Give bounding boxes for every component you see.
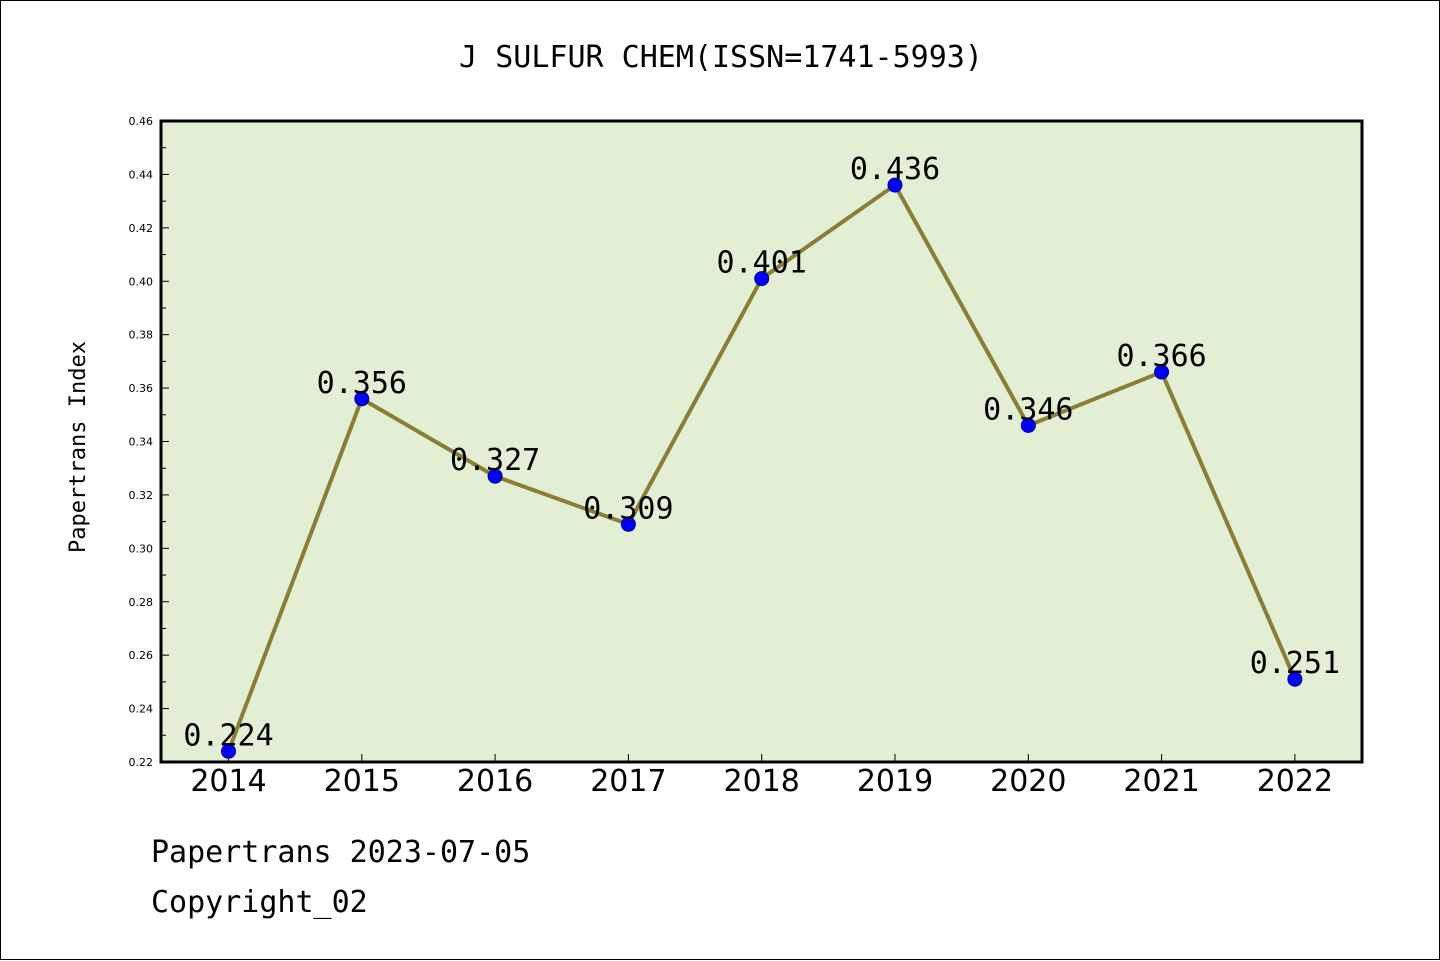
x-tick-label: 2016 bbox=[457, 764, 533, 799]
plot-border bbox=[159, 119, 1364, 764]
series-line-group bbox=[221, 177, 1303, 759]
y-tick-label: 0.26 bbox=[129, 649, 154, 662]
x-tick-label: 2019 bbox=[857, 764, 933, 799]
data-label: 0.401 bbox=[717, 246, 807, 281]
x-tick-label: 2017 bbox=[590, 764, 666, 799]
y-tick-label: 0.42 bbox=[129, 222, 154, 235]
data-point-marker bbox=[1287, 671, 1303, 687]
data-label: 0.346 bbox=[983, 392, 1073, 427]
data-label: 0.251 bbox=[1250, 646, 1340, 681]
y-axis-ticks: 0.22 0.24 0.26 0.28 0.30 0.32 0.34 0.36 0.38 0.40… bbox=[129, 115, 169, 769]
y-tick-label: 0.44 bbox=[129, 168, 154, 181]
x-tick-label: 2020 bbox=[990, 764, 1066, 799]
y-tick-label: 0.34 bbox=[129, 436, 154, 449]
y-tick-label: 0.28 bbox=[129, 596, 154, 609]
data-point-marker bbox=[221, 743, 236, 759]
data-label: 0.327 bbox=[450, 443, 540, 478]
x-tick-label: 2018 bbox=[724, 764, 800, 799]
y-tick-label: 0.36 bbox=[129, 382, 154, 395]
y-tick-label: 0.40 bbox=[129, 275, 154, 288]
y-tick-label: 0.46 bbox=[129, 115, 154, 128]
data-point-marker bbox=[1020, 417, 1036, 433]
x-tick-label: 2022 bbox=[1257, 764, 1333, 799]
data-label: 0.309 bbox=[583, 491, 673, 526]
data-labels-group: 0.224 0.356 0.327 0.309 0.401 0.436 0.346 0.366… bbox=[183, 152, 1340, 753]
y-tick-label: 0.24 bbox=[129, 703, 154, 716]
chart-title: J SULFUR CHEM(ISSN=1741-5993) bbox=[459, 40, 983, 75]
data-point-marker bbox=[887, 177, 903, 193]
y-tick-label: 0.32 bbox=[129, 489, 154, 502]
data-point-marker bbox=[487, 468, 503, 484]
data-point-marker bbox=[754, 271, 770, 287]
data-label: 0.356 bbox=[317, 366, 407, 401]
y-tick-label: 0.38 bbox=[129, 329, 154, 342]
x-tick-label: 2021 bbox=[1123, 764, 1199, 799]
data-point-marker bbox=[1154, 364, 1170, 380]
data-label: 0.366 bbox=[1116, 339, 1206, 374]
data-label: 0.436 bbox=[850, 152, 940, 187]
y-tick-label: 0.30 bbox=[129, 542, 154, 555]
y-tick-label: 0.22 bbox=[129, 756, 154, 769]
data-point-marker bbox=[354, 391, 370, 407]
data-label: 0.224 bbox=[183, 718, 273, 753]
data-point-marker bbox=[620, 516, 636, 532]
x-tick-label: 2014 bbox=[190, 764, 266, 799]
footer-date-text: Papertrans 2023-07-05 bbox=[151, 835, 531, 870]
y-axis-label: Papertrans Index bbox=[66, 341, 91, 553]
plot-area bbox=[161, 121, 1362, 762]
x-axis-ticks: 2014 2015 2016 2017 2018 2019 2020 2021 2022 bbox=[190, 754, 1333, 799]
footer-copyright-text: Copyright_02 bbox=[151, 885, 368, 920]
x-tick-label: 2015 bbox=[324, 764, 400, 799]
